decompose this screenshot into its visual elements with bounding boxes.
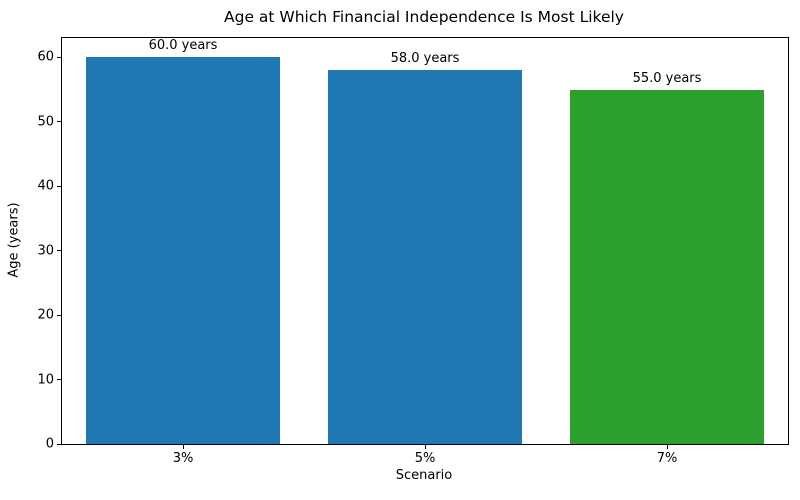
x-tick-mark [424, 445, 426, 449]
y-tick-label: 20 [37, 307, 54, 323]
y-axis-label: Age (years) [6, 202, 22, 278]
chart-title: Age at Which Financial Independence Is M… [224, 8, 624, 26]
bar-value-label: 55.0 years [632, 70, 702, 86]
y-tick-label: 10 [37, 372, 54, 388]
y-tick-label: 60 [37, 49, 54, 65]
y-tick-label: 0 [45, 436, 54, 452]
y-tick-mark [57, 250, 61, 252]
y-tick-mark [57, 379, 61, 381]
bar-7% [570, 89, 764, 444]
y-tick-label: 50 [37, 114, 54, 130]
y-tick-mark [57, 185, 61, 187]
bar-5% [328, 70, 522, 444]
y-tick-mark [57, 56, 61, 58]
x-tick-label: 5% [414, 451, 436, 466]
y-tick-mark [57, 443, 61, 445]
y-tick-mark [57, 314, 61, 316]
plot-area: 0 10 20 30 40 50 60 60.0 years 3% 58.0 years 5% 55.… [37, 37, 789, 466]
x-tick-label: 3% [172, 451, 194, 466]
x-axis-label: Scenario [395, 468, 453, 483]
bar-value-label: 58.0 years [390, 51, 460, 67]
x-tick-mark [182, 445, 184, 449]
y-tick-label: 40 [37, 178, 54, 194]
y-tick-label: 30 [37, 243, 54, 259]
x-tick-mark [666, 445, 668, 449]
y-tick-mark [57, 121, 61, 123]
x-tick-label: 7% [656, 451, 678, 466]
bar-value-label: 60.0 years [148, 38, 218, 54]
bar-3% [86, 57, 280, 444]
